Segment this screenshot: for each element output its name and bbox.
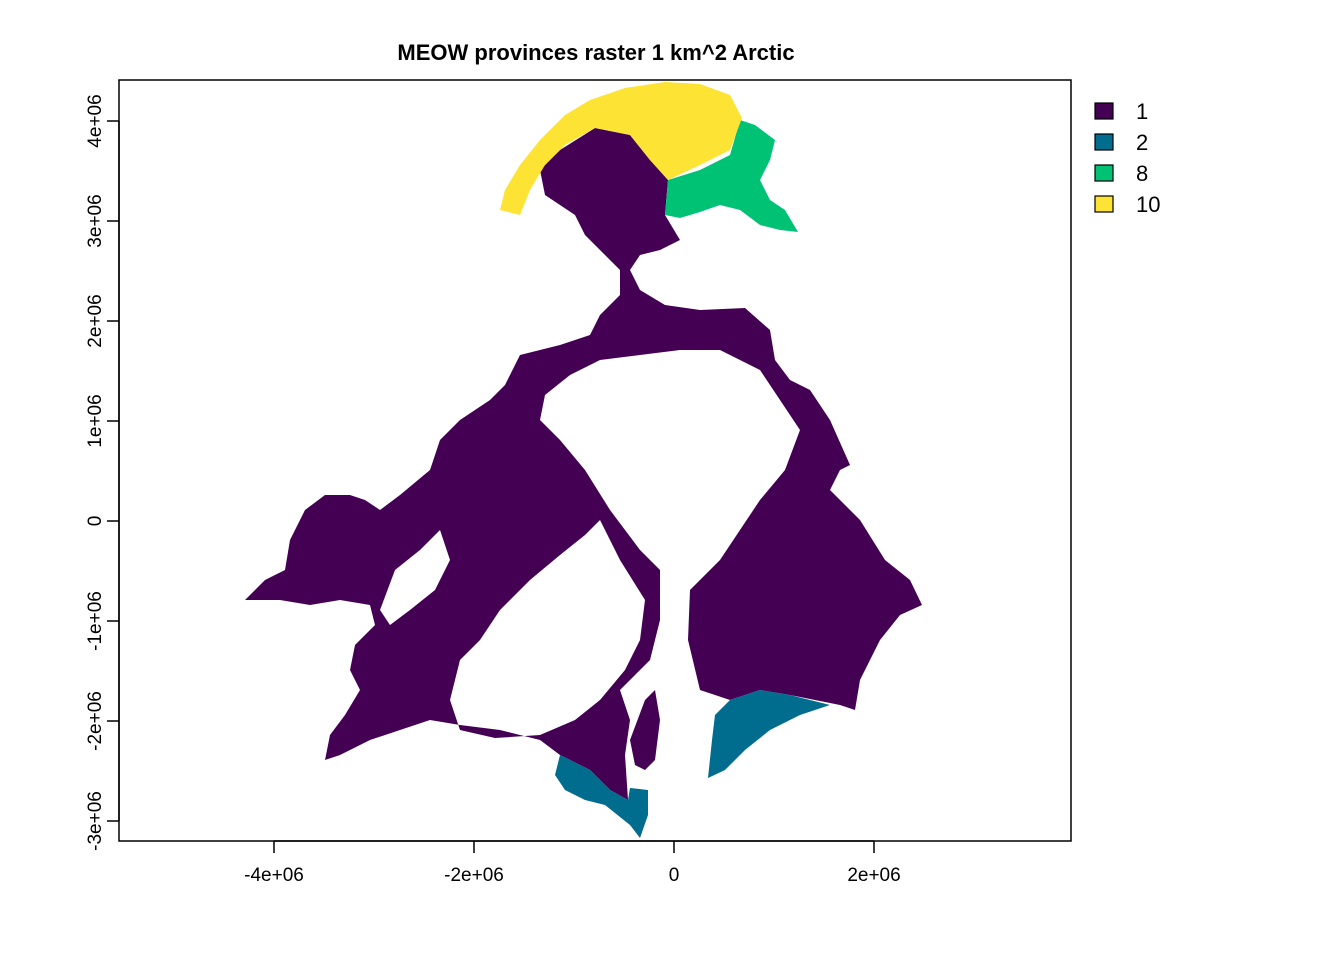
y-tick-label: -3e+06 [85,791,106,851]
legend-swatch [1094,133,1114,151]
legend-swatch [1094,195,1114,213]
x-tick-label: 0 [669,865,680,886]
y-tick-label: -1e+06 [85,591,106,651]
province-1-islet [630,690,660,770]
legend: 1 2 8 10 [1094,99,1160,217]
province-2-region-east [708,690,830,778]
y-tick-label: 0 [85,516,106,527]
y-tick-label: 2e+06 [85,294,106,347]
y-tick-label: 1e+06 [85,394,106,447]
legend-label: 8 [1136,161,1148,186]
map-regions [245,82,922,838]
legend-swatch [1094,102,1114,120]
y-axis: -3e+06 -2e+06 -1e+06 0 1e+06 2e+06 3e+06 4e+06 [85,94,120,851]
legend-swatch [1094,164,1114,182]
legend-label: 1 [1136,99,1148,124]
y-tick-label: 4e+06 [85,94,106,147]
legend-label: 10 [1136,192,1160,217]
province-8-region [665,120,798,232]
y-tick-label: -2e+06 [85,691,106,751]
province-10-region [500,82,742,215]
x-tick-label: -4e+06 [244,865,304,886]
x-axis: -4e+06 -2e+06 0 2e+06 [244,840,901,886]
province-2-region-south [555,755,648,838]
plot-title: MEOW provinces raster 1 km^2 Arctic [397,40,794,65]
legend-label: 2 [1136,130,1148,155]
y-tick-label: 3e+06 [85,194,106,247]
x-tick-label: -2e+06 [444,865,504,886]
x-tick-label: 2e+06 [847,865,900,886]
province-1-region [245,128,922,800]
